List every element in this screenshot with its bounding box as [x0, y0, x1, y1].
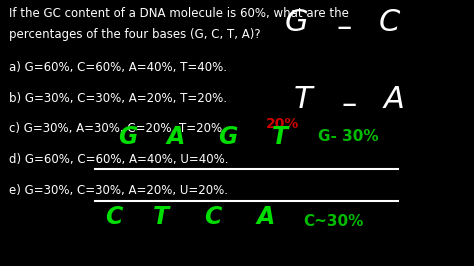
Text: G: G [284, 8, 308, 37]
Text: G: G [118, 125, 137, 149]
Text: T: T [153, 205, 169, 229]
Text: 20%: 20% [265, 117, 299, 131]
Text: b) G=30%, C=30%, A=20%, T=20%.: b) G=30%, C=30%, A=20%, T=20%. [9, 92, 228, 105]
Text: T: T [272, 125, 288, 149]
Text: G- 30%: G- 30% [318, 129, 378, 144]
Text: –: – [341, 90, 356, 119]
Text: If the GC content of a DNA molecule is 60%, what are the: If the GC content of a DNA molecule is 6… [9, 7, 349, 20]
Text: G: G [218, 125, 237, 149]
Text: A: A [256, 205, 274, 229]
Text: C: C [105, 205, 122, 229]
Text: d) G=60%, C=60%, A=40%, U=40%.: d) G=60%, C=60%, A=40%, U=40%. [9, 153, 229, 166]
Text: C: C [205, 205, 222, 229]
Text: A: A [384, 85, 405, 114]
Text: C~30%: C~30% [303, 214, 364, 229]
Text: e) G=30%, C=30%, A=20%, U=20%.: e) G=30%, C=30%, A=20%, U=20%. [9, 184, 228, 197]
Text: T: T [294, 85, 312, 114]
Text: –: – [337, 13, 352, 42]
Text: c) G=30%, A=30%, C=20%, T=20%.: c) G=30%, A=30%, C=20%, T=20%. [9, 122, 227, 135]
Text: C: C [379, 8, 401, 37]
Text: percentages of the four bases (G, C, T, A)?: percentages of the four bases (G, C, T, … [9, 28, 261, 41]
Text: A: A [166, 125, 184, 149]
Text: a) G=60%, C=60%, A=40%, T=40%.: a) G=60%, C=60%, A=40%, T=40%. [9, 61, 228, 74]
